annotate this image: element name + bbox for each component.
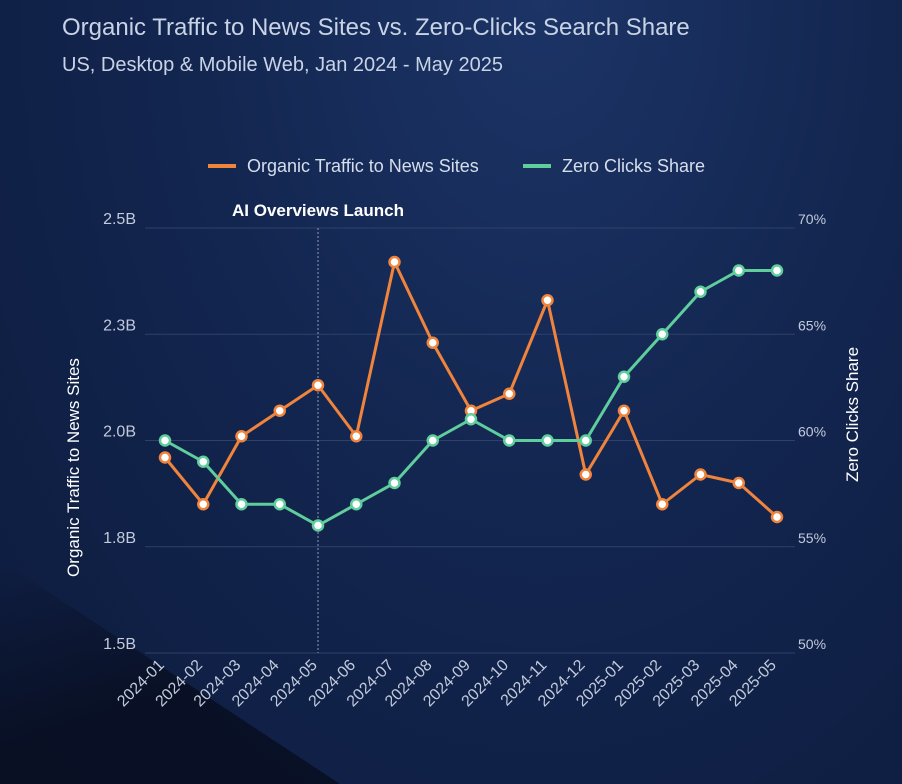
data-point: [311, 379, 325, 392]
data-point: [579, 468, 592, 481]
y-left-tick-label: 1.8B: [103, 530, 136, 547]
data-point: [732, 476, 745, 490]
data-point: [656, 328, 669, 341]
chart-title: Organic Traffic to News Sites vs. Zero-C…: [62, 14, 690, 41]
y-right-tick-label: 70%: [798, 211, 826, 227]
data-point: [311, 519, 325, 532]
data-point: [656, 498, 669, 511]
legend-label: Zero Clicks Share: [562, 156, 705, 176]
data-point: [235, 498, 248, 511]
data-point: [158, 451, 172, 464]
data-point: [388, 476, 401, 490]
chart-subtitle: US, Desktop & Mobile Web, Jan 2024 - May…: [62, 54, 503, 76]
data-point: [503, 387, 516, 400]
data-point: [158, 434, 172, 447]
data-point: [350, 430, 363, 443]
data-point: [503, 434, 516, 447]
y-left-tick-label: 2.5B: [103, 211, 136, 228]
data-point: [770, 264, 784, 277]
data-point: [388, 255, 401, 269]
y-right-tick-label: 50%: [798, 636, 826, 652]
data-point: [617, 404, 631, 417]
data-point: [273, 404, 286, 417]
annotation-label: AI Overviews Launch: [232, 201, 404, 220]
y-left-tick-label: 2.0B: [103, 424, 136, 441]
data-point: [541, 294, 554, 307]
data-point: [579, 434, 592, 447]
data-point: [541, 434, 554, 447]
y-left-tick-label: 2.3B: [103, 317, 136, 334]
series-line: [163, 260, 778, 519]
data-point: [273, 498, 286, 511]
data-point: [770, 510, 784, 524]
data-point: [694, 285, 707, 298]
y-left-tick-label: 1.5B: [103, 636, 136, 653]
y-right-tick-label: 65%: [798, 317, 826, 333]
data-point: [426, 434, 439, 447]
data-point: [197, 498, 210, 511]
data-point: [732, 264, 745, 277]
data-point: [350, 498, 363, 511]
y-right-axis-title: Zero Clicks Share: [843, 347, 862, 482]
data-point: [197, 455, 210, 468]
data-point: [235, 430, 248, 443]
data-point: [426, 336, 439, 349]
data-point: [694, 468, 707, 481]
data-point: [464, 413, 478, 426]
y-left-axis-title: Organic Traffic to News Sites: [64, 358, 83, 577]
data-point: [617, 370, 631, 383]
y-right-tick-label: 60%: [798, 424, 826, 440]
legend-label: Organic Traffic to News Sites: [247, 156, 479, 176]
y-right-tick-label: 55%: [798, 530, 826, 546]
